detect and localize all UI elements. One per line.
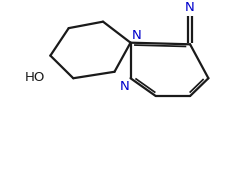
Text: N: N <box>185 1 195 14</box>
Text: N: N <box>132 29 142 42</box>
Text: HO: HO <box>24 71 45 84</box>
Text: N: N <box>120 80 129 93</box>
